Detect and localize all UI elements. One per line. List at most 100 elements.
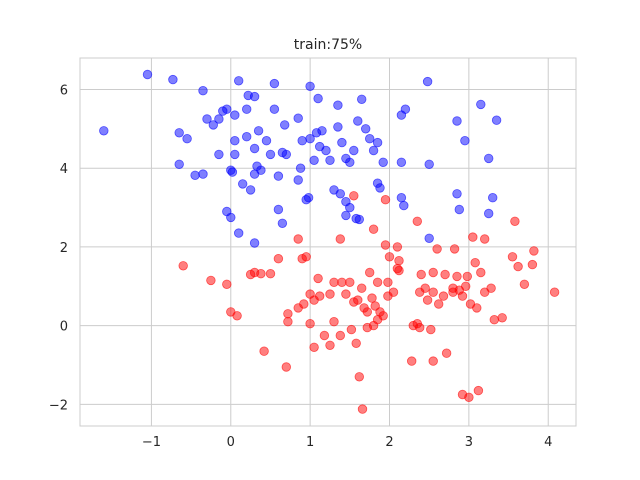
scatter-point (341, 289, 351, 299)
scatter-point (428, 287, 438, 297)
scatter-point (384, 252, 395, 262)
scatter-point (335, 234, 346, 244)
scatter-point (519, 279, 530, 290)
scatter-point (230, 149, 240, 160)
y-tick-label: 0 (60, 320, 68, 335)
scatter-point (367, 293, 377, 303)
scatter-point (241, 104, 252, 114)
scatter-point (375, 183, 385, 193)
scatter-point (349, 145, 359, 156)
scatter-point (142, 69, 153, 80)
scatter-point (400, 104, 411, 114)
scatter-point (301, 252, 311, 262)
scatter-point (232, 311, 242, 321)
scatter-point (341, 210, 351, 221)
x-tick-label: 1 (306, 435, 314, 450)
scatter-point (396, 192, 407, 203)
scatter-point (424, 159, 434, 170)
scatter-point (420, 283, 430, 293)
scatter-point (265, 269, 276, 279)
scatter-point (510, 216, 520, 227)
scatter-point (174, 128, 184, 138)
scatter-point (281, 149, 292, 160)
scatter-point (441, 348, 452, 358)
scatter-point (325, 289, 335, 299)
scatter-point (462, 271, 473, 282)
scatter-point (309, 155, 319, 166)
scatter-point (329, 277, 339, 288)
scatter-point (357, 404, 368, 414)
scatter-point (305, 319, 315, 329)
scatter-point (368, 224, 379, 234)
scatter-point (178, 261, 188, 271)
scatter-point (428, 267, 438, 278)
scatter-point (198, 169, 208, 179)
scatter-point (380, 194, 391, 205)
scatter-point (412, 216, 423, 227)
scatter-point (273, 254, 284, 264)
scatter-point (461, 281, 471, 292)
scatter-point (283, 309, 293, 319)
scatter-point (454, 204, 465, 215)
scatter-point (452, 189, 462, 199)
scatter-point (422, 295, 433, 305)
scatter-point (345, 277, 355, 288)
x-tick-label: −1 (142, 435, 161, 450)
scatter-point (345, 157, 355, 168)
scatter-point (378, 157, 388, 168)
y-tick-label: −2 (49, 398, 68, 413)
scatter-point (202, 114, 212, 124)
scatter-point (273, 204, 284, 215)
scatter-point (241, 131, 252, 142)
scatter-point (280, 120, 290, 130)
scatter-point (372, 137, 383, 148)
scatter-point (309, 342, 319, 353)
scatter-point (313, 93, 323, 104)
scatter-point (269, 104, 280, 114)
scatter-point (335, 189, 346, 199)
scatter-point (470, 258, 480, 268)
scatter-point (273, 171, 284, 181)
scatter-point (415, 322, 425, 333)
scatter-point (249, 91, 260, 102)
scatter-point (305, 133, 315, 144)
scatter-point (468, 232, 478, 242)
scatter-point (428, 356, 438, 366)
scatter-point (383, 277, 393, 288)
scatter-point (333, 100, 343, 110)
scatter-point (297, 135, 307, 146)
grid (80, 58, 576, 426)
data-points (99, 69, 560, 414)
scatter-point (354, 214, 365, 225)
scatter-point (208, 120, 219, 130)
scatter-point (476, 99, 486, 110)
x-tick-label: 2 (385, 435, 393, 450)
scatter-point (440, 269, 450, 280)
scatter-point (345, 202, 355, 213)
scatter-point (529, 246, 539, 256)
scatter-point (388, 287, 399, 297)
scatter-point (317, 126, 327, 136)
scatter-point (353, 116, 363, 126)
x-tick-label: 0 (227, 435, 235, 450)
scatter-point (472, 303, 482, 313)
scatter-point (488, 192, 498, 203)
y-tick-label: 6 (60, 83, 68, 98)
scatter-point (256, 165, 266, 175)
scatter-point (206, 275, 216, 286)
x-tick-label: 4 (544, 435, 552, 450)
scatter-point (313, 273, 323, 284)
scatter-point (464, 392, 474, 403)
scatter-point (426, 324, 436, 335)
scatter-point (303, 192, 314, 203)
scatter-point (438, 291, 449, 301)
scatter-point (283, 317, 293, 327)
scatter-point (460, 135, 470, 146)
scatter-point (399, 200, 409, 211)
scatter-point (198, 85, 208, 96)
scatter-point (368, 145, 379, 156)
scatter-point (362, 307, 373, 317)
scatter-point (513, 261, 523, 272)
scatter-point (486, 283, 496, 293)
